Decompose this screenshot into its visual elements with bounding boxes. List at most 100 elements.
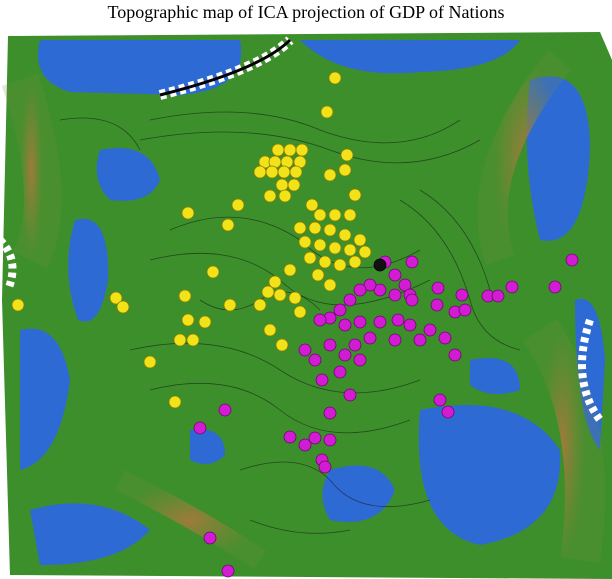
country-point <box>278 166 290 178</box>
country-point <box>222 565 234 577</box>
country-point <box>264 324 276 336</box>
country-point <box>349 256 361 268</box>
country-point <box>439 332 451 344</box>
country-point <box>344 294 356 306</box>
country-point <box>324 279 336 291</box>
country-point <box>354 354 366 366</box>
country-point <box>329 72 341 84</box>
country-point <box>144 356 156 368</box>
country-point <box>319 461 331 473</box>
country-point <box>389 269 401 281</box>
country-point <box>299 439 311 451</box>
country-point <box>321 106 333 118</box>
country-point <box>329 209 341 221</box>
country-point <box>182 207 194 219</box>
country-point <box>374 259 386 271</box>
country-point <box>207 266 219 278</box>
country-point <box>334 304 346 316</box>
country-point <box>284 264 296 276</box>
country-point <box>179 290 191 302</box>
country-point <box>442 406 454 418</box>
country-point <box>182 314 194 326</box>
country-point <box>492 290 504 302</box>
country-point <box>324 224 336 236</box>
country-point <box>339 229 351 241</box>
country-point <box>290 166 302 178</box>
country-point <box>341 149 353 161</box>
country-point <box>349 189 361 201</box>
country-point <box>174 334 186 346</box>
country-point <box>339 349 351 361</box>
country-point <box>374 316 386 328</box>
country-point <box>199 316 211 328</box>
country-point <box>299 344 311 356</box>
country-point <box>324 339 336 351</box>
country-point <box>262 286 274 298</box>
country-point <box>312 269 324 281</box>
country-point <box>359 246 371 258</box>
title: Topographic map of ICA projection of GDP… <box>0 2 612 23</box>
country-point <box>424 324 436 336</box>
country-point <box>431 299 443 311</box>
country-point <box>334 259 346 271</box>
country-point <box>12 299 24 311</box>
country-point <box>194 422 206 434</box>
country-point <box>272 144 284 156</box>
country-point <box>432 282 444 294</box>
country-point <box>344 389 356 401</box>
country-point <box>389 334 401 346</box>
country-point <box>389 289 401 301</box>
country-point <box>364 332 376 344</box>
country-point <box>459 304 471 316</box>
country-point <box>434 394 446 406</box>
country-point <box>187 334 199 346</box>
country-point <box>276 339 288 351</box>
topographic-map <box>0 28 612 579</box>
country-point <box>354 316 366 328</box>
country-point <box>449 349 461 361</box>
country-point <box>344 244 356 256</box>
country-point <box>316 374 328 386</box>
country-point <box>349 339 361 351</box>
country-point <box>324 407 336 419</box>
country-point <box>406 294 418 306</box>
country-point <box>309 222 321 234</box>
country-point <box>339 319 351 331</box>
country-point <box>309 432 321 444</box>
country-point <box>319 256 331 268</box>
country-point <box>506 281 518 293</box>
country-point <box>314 314 326 326</box>
country-point <box>299 236 311 248</box>
country-point <box>204 532 216 544</box>
country-point <box>339 164 351 176</box>
country-point <box>269 276 281 288</box>
country-point <box>306 199 318 211</box>
country-point <box>289 292 301 304</box>
country-point <box>392 314 404 326</box>
country-point <box>284 431 296 443</box>
country-point <box>334 366 346 378</box>
country-point <box>254 299 266 311</box>
country-point <box>344 209 356 221</box>
country-point <box>329 242 341 254</box>
country-point <box>566 254 578 266</box>
country-point <box>304 252 316 264</box>
country-point <box>324 169 336 181</box>
country-point <box>294 306 306 318</box>
country-point <box>219 404 231 416</box>
country-point <box>288 179 300 191</box>
country-point <box>294 222 306 234</box>
country-point <box>284 144 296 156</box>
country-point <box>404 319 416 331</box>
country-point <box>274 289 286 301</box>
country-point <box>169 396 181 408</box>
country-point <box>324 434 336 446</box>
country-point <box>279 190 291 202</box>
country-point <box>549 281 561 293</box>
country-point <box>264 190 276 202</box>
country-point <box>354 284 366 296</box>
country-point <box>309 354 321 366</box>
country-point <box>266 166 278 178</box>
country-point <box>414 334 426 346</box>
country-point <box>224 299 236 311</box>
